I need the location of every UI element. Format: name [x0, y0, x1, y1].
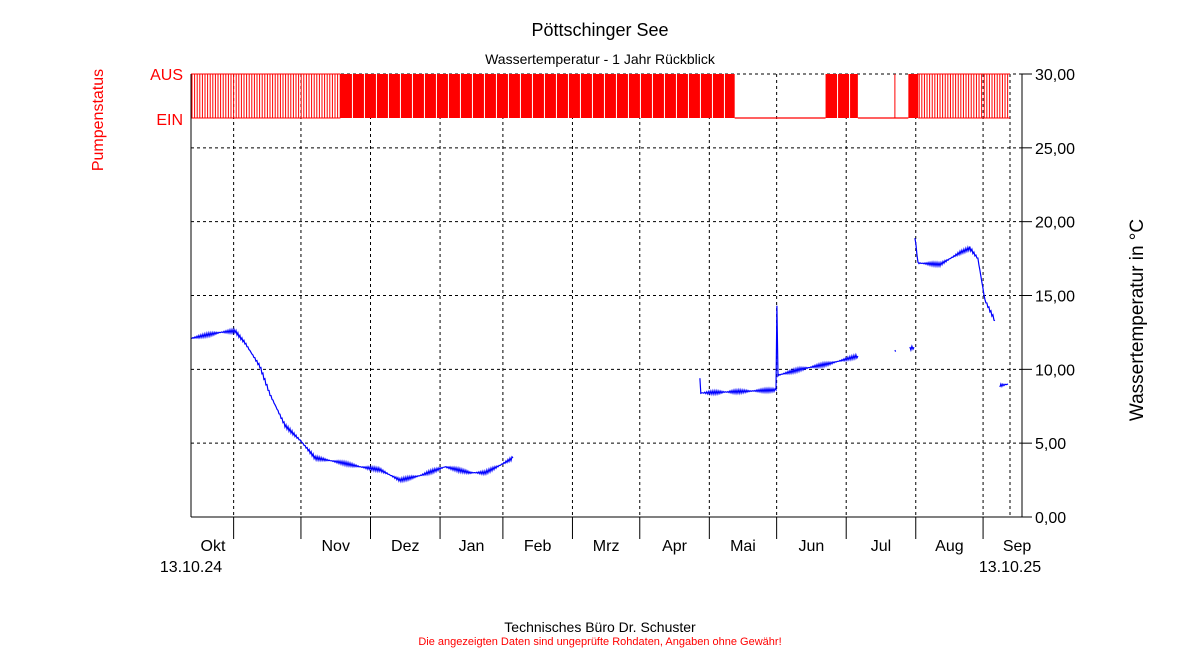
- pump-state-aus: AUS: [150, 67, 183, 84]
- pump-on-block: [340, 74, 735, 118]
- temperature-line: [894, 349, 897, 352]
- chart-subtitle: Wassertemperatur - 1 Jahr Rückblick: [485, 51, 716, 67]
- pump-on-block: [908, 74, 919, 118]
- chart-title: Pöttschinger See: [531, 20, 668, 40]
- pump-axis-label: Pumpenstatus: [90, 69, 107, 171]
- y-tick-label: 5,00: [1035, 436, 1066, 453]
- x-tick-label: Sep: [1003, 538, 1032, 555]
- end-date-label: 13.10.25: [979, 559, 1041, 576]
- y-tick-label: 25,00: [1035, 141, 1075, 158]
- x-tick-label: Apr: [662, 538, 688, 555]
- y-tick-label: 10,00: [1035, 362, 1075, 379]
- axes: 0,00 5,00 10,00 15,00 20,00 25,00 30,00 Okt Nov D…: [190, 67, 1075, 555]
- y-tick-label: 20,00: [1035, 215, 1075, 232]
- grid: [191, 73, 1022, 517]
- x-tick-label: Nov: [322, 538, 350, 555]
- temperature-line: [191, 327, 514, 484]
- x-tick-label: Jun: [799, 538, 825, 555]
- temperature-line: [909, 344, 915, 353]
- start-date-label: 13.10.24: [160, 559, 222, 576]
- pump-status-series: [191, 73, 1010, 119]
- x-tick-label: Feb: [524, 538, 552, 555]
- x-tick-label: Dez: [391, 538, 419, 555]
- footer-disclaimer: Die angezeigten Daten sind ungeprüfte Ro…: [418, 636, 781, 648]
- pump-state-ein: EIN: [156, 112, 183, 129]
- temperature-line: [914, 237, 996, 322]
- x-tick-label: Jul: [871, 538, 891, 555]
- pump-on-block: [825, 74, 858, 118]
- temperature-series: [191, 237, 1009, 484]
- footer-company: Technisches Büro Dr. Schuster: [504, 619, 696, 635]
- temperature-line: [699, 305, 859, 397]
- x-tick-label: Aug: [935, 538, 963, 555]
- x-tick-label: Mrz: [593, 538, 620, 555]
- temperature-line: [999, 382, 1009, 388]
- y-tick-label: 30,00: [1035, 67, 1075, 84]
- x-tick-label: Mai: [730, 538, 756, 555]
- y-tick-label: 0,00: [1035, 510, 1066, 527]
- x-tick-label: Okt: [201, 538, 226, 555]
- y-tick-label: 15,00: [1035, 289, 1075, 306]
- x-tick-label: Jan: [459, 538, 485, 555]
- y-axis-label: Wassertemperatur in °C: [1127, 219, 1148, 421]
